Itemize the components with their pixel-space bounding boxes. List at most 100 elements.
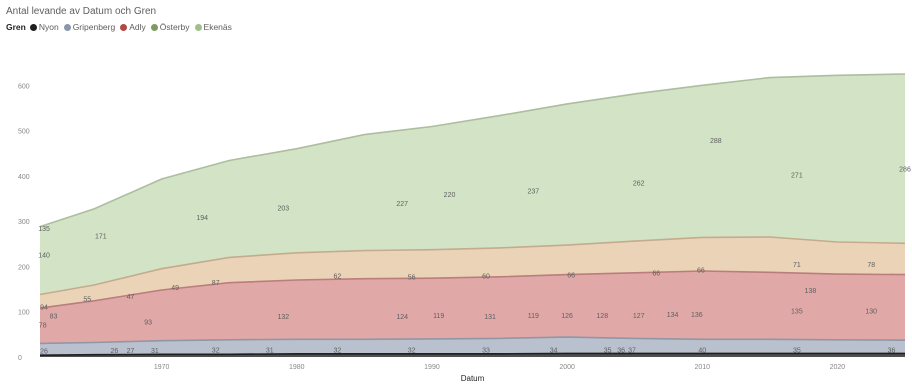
legend-dot-gripenberg [63,23,71,31]
area-gripenberg[interactable] [40,337,905,356]
data-label: 131 [484,314,496,321]
data-label: 66 [697,268,705,275]
data-label: 66 [652,270,660,277]
data-label: 40 [698,347,706,354]
legend-label-gripenberg: Gripenberg [72,22,116,32]
data-label: 31 [266,347,274,354]
y-tick-label: 500 [18,129,30,136]
x-tick-label: 2010 [694,364,710,371]
legend-item-osterby[interactable]: Österby [150,22,190,32]
data-label: 130 [865,308,877,315]
data-label: 35 [793,347,801,354]
legend-label-adly: Adly [129,22,146,32]
y-tick-label: 400 [18,174,30,181]
data-label: 78 [867,262,875,269]
x-tick-label: 2000 [559,364,575,371]
data-label: 271 [791,172,803,179]
data-label: 34 [550,347,558,354]
area-osterby[interactable] [40,237,905,309]
y-axis-tick-labels: 0 100 200 300 400 500 600 [18,83,30,362]
data-label: 66 [567,273,575,280]
data-label: 71 [793,262,801,269]
data-label: 227 [396,201,408,208]
data-label: 140 [38,253,50,260]
chart-legend: Gren Nyon Gripenberg Adly Österby Ekenäs [6,22,237,32]
legend-item-ekenas[interactable]: Ekenäs [194,22,232,32]
legend-item-adly[interactable]: Adly [120,22,146,32]
legend-dot-adly [120,23,128,31]
line-gripenberg [39,336,906,345]
data-label: 26 [110,348,118,355]
data-label: 237 [527,188,539,195]
data-label: 36 [617,347,625,354]
data-labels: 26 26 27 31 32 31 32 32 33 34 35 36 37 40 35 3678839313… [38,138,911,356]
data-label: 203 [277,206,289,213]
data-label: 78 [39,322,47,329]
data-label: 32 [408,347,416,354]
x-tick-label: 1980 [289,364,305,371]
data-label: 26 [40,349,48,356]
data-label: 286 [899,167,911,174]
chart-title: Antal levande av Datum och Gren [6,6,157,17]
data-label: 119 [433,313,444,320]
data-label: 138 [805,288,817,295]
data-label: 94 [40,304,48,311]
data-label: 135 [38,226,50,233]
data-label: 119 [528,313,539,320]
data-label: 31 [151,348,159,355]
legend-title: Gren [6,22,26,32]
y-tick-label: 300 [18,219,30,226]
data-label: 37 [628,347,636,354]
data-label: 32 [333,347,341,354]
data-label: 55 [83,297,91,304]
data-label: 132 [277,314,289,321]
data-label: 127 [633,313,645,320]
legend-item-nyon[interactable]: Nyon [29,22,59,32]
line-osterby [39,236,906,296]
data-label: 93 [144,320,152,327]
data-label: 33 [482,347,490,354]
data-label: 47 [127,294,135,301]
y-tick-label: 600 [18,83,30,90]
data-label: 288 [710,138,722,145]
data-label: 136 [691,312,703,319]
y-tick-label: 0 [18,355,22,362]
data-label: 128 [596,313,608,320]
line-ekenas [39,73,906,228]
area-layers [39,73,906,357]
data-label: 60 [482,273,490,280]
x-axis-tick-labels: 1970 1980 1990 2000 2010 2020 [154,364,845,371]
data-label: 126 [561,313,573,320]
data-label: 56 [408,274,416,281]
x-axis-title: Datum [461,374,485,383]
x-tick-label: 1970 [154,364,170,371]
area-adly[interactable] [40,271,905,344]
legend-dot-nyon [29,23,37,31]
legend-label-nyon: Nyon [38,22,59,32]
data-label: 83 [50,313,58,320]
area-ekenas[interactable] [40,74,905,295]
data-label: 194 [196,215,208,222]
data-label: 87 [212,280,220,287]
data-label: 220 [444,192,456,199]
legend-label-osterby: Österby [159,22,190,32]
x-tick-label: 1990 [424,364,440,371]
y-tick-label: 100 [18,310,30,317]
data-label: 135 [791,308,803,315]
data-label: 62 [333,273,341,280]
legend-label-ekenas: Ekenäs [203,22,232,32]
data-label: 171 [95,234,107,241]
data-label: 32 [212,347,220,354]
data-label: 134 [667,312,679,319]
line-adly [39,270,906,309]
data-label: 49 [171,285,179,292]
data-label: 36 [888,347,896,354]
legend-dot-ekenas [194,23,202,31]
legend-dot-osterby [150,23,158,31]
legend-item-gripenberg[interactable]: Gripenberg [63,22,116,32]
data-label: 35 [604,347,612,354]
y-tick-label: 200 [18,264,30,271]
data-label: 262 [633,181,645,188]
x-tick-label: 2020 [830,364,846,371]
